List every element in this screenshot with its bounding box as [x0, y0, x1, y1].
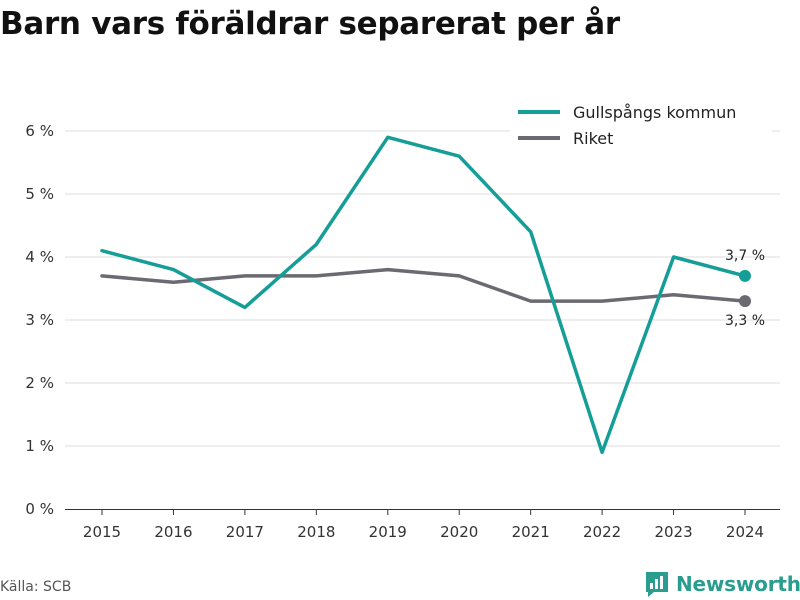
- y-tick-label: 6 %: [25, 122, 54, 140]
- legend-label: Gullspångs kommun: [573, 103, 736, 122]
- end-value-label: 3,3 %: [725, 313, 765, 329]
- brand-name: Newsworthy: [676, 572, 800, 596]
- x-tick-label: 2020: [440, 523, 478, 541]
- series-line: [100, 267, 747, 303]
- y-tick-label: 2 %: [25, 374, 54, 392]
- legend: Gullspångs kommun Riket: [510, 98, 772, 158]
- source-note: Källa: SCB: [0, 579, 72, 595]
- grid-lines: [65, 130, 780, 447]
- series-end-point: [739, 269, 751, 282]
- newsworthy-logo-icon: [646, 572, 668, 597]
- x-tick-label: 2024: [726, 523, 764, 541]
- x-tick-label: 2017: [226, 523, 264, 541]
- x-tick-label: 2023: [654, 523, 692, 541]
- x-tick-label: 2018: [297, 523, 335, 541]
- legend-background: [510, 98, 772, 158]
- x-tick-label: 2015: [83, 523, 121, 541]
- y-tick-label: 1 %: [25, 437, 54, 455]
- x-tick-label: 2019: [369, 523, 407, 541]
- x-tick-label: 2021: [512, 523, 550, 541]
- y-tick-label: 0 %: [25, 500, 54, 518]
- series-line: [100, 135, 747, 455]
- y-tick-label: 5 %: [25, 185, 54, 203]
- x-tick-label: 2016: [154, 523, 192, 541]
- brand-logo[interactable]: Newsworthy: [644, 568, 800, 600]
- line-chart: 0 % 1 % 2 % 3 % 4 % 5 % 6 % 2015 2016 2017 2018 201…: [25, 98, 780, 541]
- end-value-label: 3,7 %: [725, 248, 765, 264]
- x-tick-label: 2022: [583, 523, 621, 541]
- y-tick-label: 4 %: [25, 248, 54, 266]
- y-tick-label: 3 %: [25, 311, 54, 329]
- series-lines: 3,7 % 3,3 %: [100, 135, 765, 455]
- legend-label: Riket: [573, 129, 613, 148]
- chart-title: Barn vars föräldrar separerat per år: [0, 6, 620, 42]
- axes: 0 % 1 % 2 % 3 % 4 % 5 % 6 % 2015 2016 2017 2018 201…: [25, 122, 780, 541]
- series-end-point: [739, 295, 751, 308]
